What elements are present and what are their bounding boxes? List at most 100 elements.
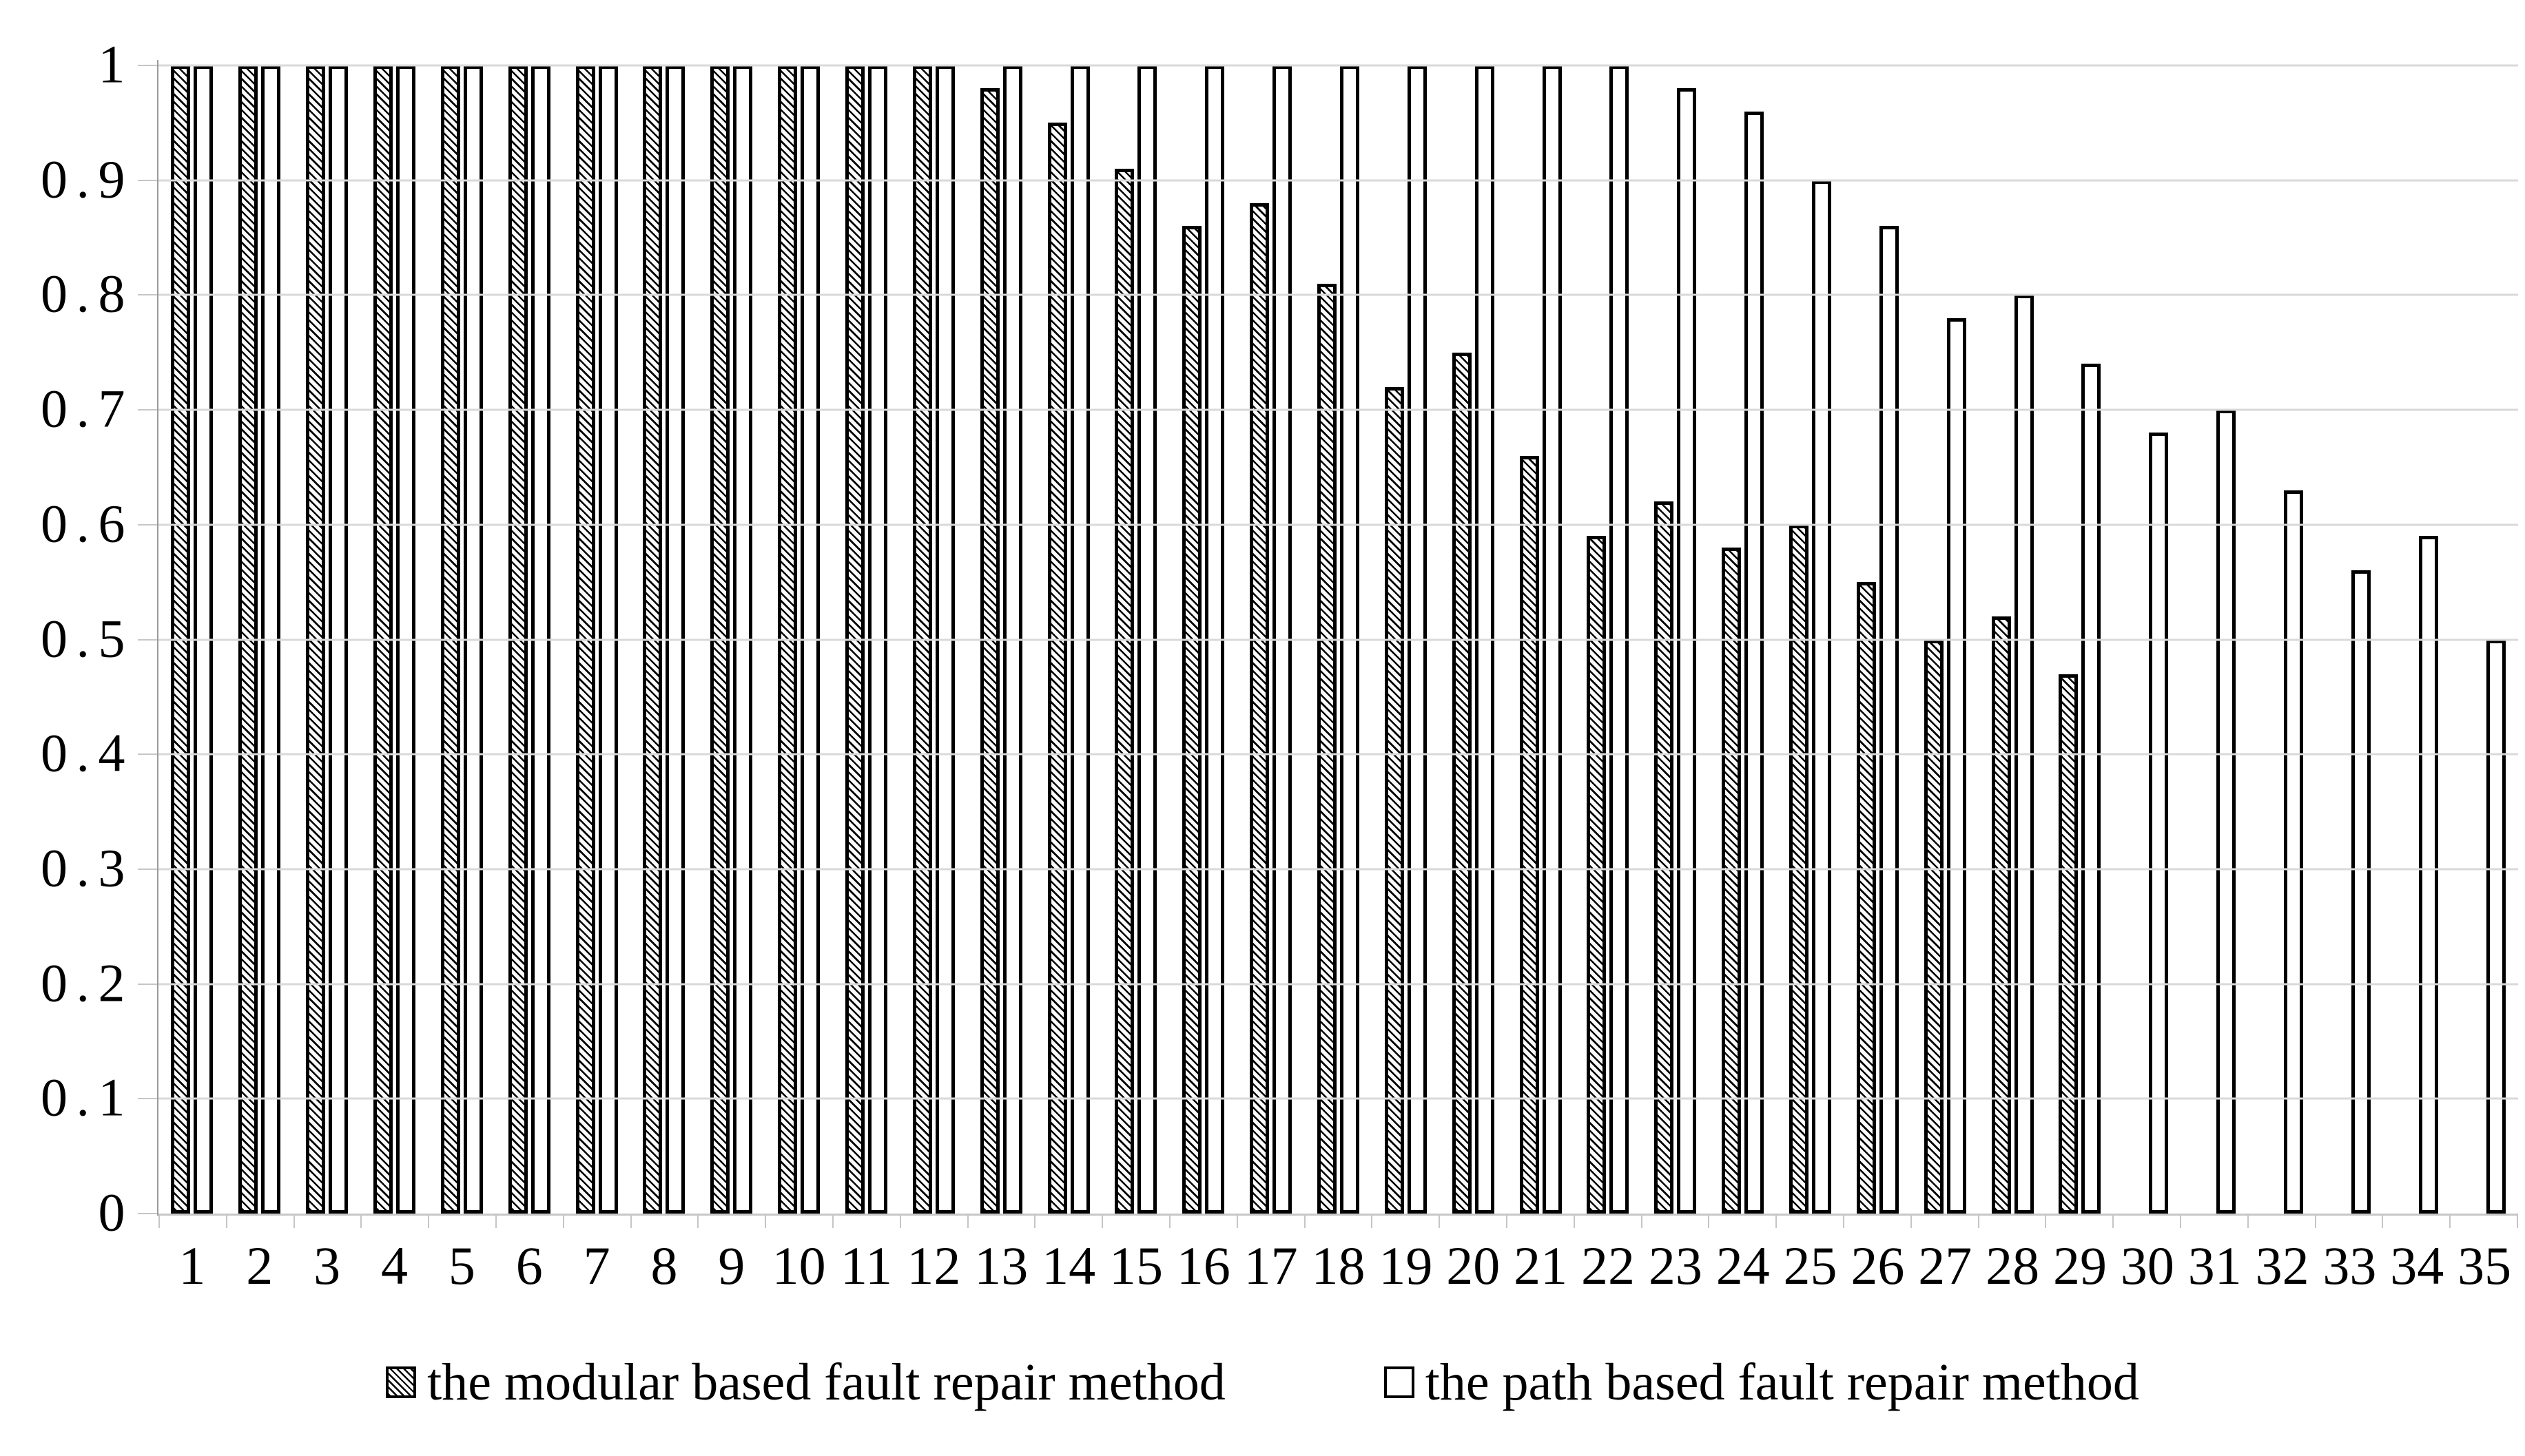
gridline <box>158 408 2518 411</box>
path-bar <box>1677 88 1697 1214</box>
y-axis-tick <box>138 638 157 641</box>
x-tick-label: 22 <box>1580 1236 1635 1296</box>
x-axis-tick <box>697 1216 765 1228</box>
path-bar <box>2081 364 2101 1214</box>
x-axis-tick <box>630 1216 698 1228</box>
x-tick-label: 34 <box>2390 1236 2444 1296</box>
x-tick-label: 9 <box>718 1236 745 1296</box>
y-tick-label: 0.3 <box>41 838 134 898</box>
y-axis-tick <box>138 1098 157 1100</box>
modular-series-swatch-icon <box>386 1366 417 1398</box>
x-axis-tick <box>1034 1216 1102 1228</box>
gridline <box>158 523 2518 526</box>
x-axis-tick <box>225 1216 293 1228</box>
x-axis-tick <box>2112 1216 2180 1228</box>
x-axis-tick <box>1102 1216 1169 1228</box>
x-tick-label: 5 <box>448 1236 475 1296</box>
x-axis-tick <box>1168 1216 1237 1228</box>
bar-pair <box>1911 65 1979 1214</box>
path-bar <box>2486 639 2506 1214</box>
y-tick-label: 0.2 <box>41 953 134 1013</box>
x-tick-label: 7 <box>583 1236 610 1296</box>
path-bar <box>2149 433 2169 1214</box>
x-axis-labels: 1 2 3 4 5 6 7 8 9 10 11 12 13 14 15 16 17 18 19 20 21 22 23 24 2… <box>158 1236 2518 1296</box>
x-axis-tick <box>158 1216 226 1228</box>
y-axis-tick <box>138 294 157 296</box>
path-bar <box>2418 536 2438 1214</box>
x-tick-label: 3 <box>313 1236 341 1296</box>
x-tick-label: 32 <box>2255 1236 2309 1296</box>
modular-bar <box>1047 123 1067 1214</box>
modular-bar <box>980 88 1000 1214</box>
x-axis-ticks <box>158 1216 2518 1228</box>
x-axis-tick <box>1439 1216 1506 1228</box>
modular-bar <box>1317 283 1337 1214</box>
legend-label-modular: the modular based fault repair method <box>427 1353 1226 1411</box>
path-bar <box>1812 180 1832 1214</box>
y-tick-label: 1 <box>98 34 134 94</box>
modular-bar <box>1182 226 1202 1214</box>
modular-bar <box>1722 548 1742 1214</box>
gridline <box>158 753 2518 756</box>
path-bar <box>2351 570 2371 1214</box>
gridline <box>158 179 2518 182</box>
y-tick-label: 0.8 <box>41 263 134 324</box>
x-tick-label: 28 <box>1986 1236 2040 1296</box>
bar-pair <box>2249 65 2316 1214</box>
legend-label-path: the path based fault repair method <box>1425 1353 2139 1411</box>
x-axis-tick <box>832 1216 900 1228</box>
y-axis-line <box>157 60 158 1216</box>
bar-pair <box>1844 65 1911 1214</box>
modular-bar <box>1991 616 2011 1214</box>
x-axis-tick <box>2314 1216 2382 1228</box>
x-tick-label: 13 <box>974 1236 1029 1296</box>
x-axis-tick <box>1842 1216 1910 1228</box>
x-axis-tick <box>1573 1216 1641 1228</box>
bar-pair <box>2181 65 2249 1214</box>
x-axis-tick <box>1977 1216 2045 1228</box>
x-axis-tick <box>1910 1216 1978 1228</box>
x-axis-tick <box>1708 1216 1775 1228</box>
x-tick-label: 4 <box>381 1236 408 1296</box>
x-axis-tick <box>360 1216 428 1228</box>
bar-pair <box>2451 65 2518 1214</box>
x-tick-label: 33 <box>2322 1236 2377 1296</box>
x-axis-tick <box>1371 1216 1439 1228</box>
modular-bar <box>1250 203 1270 1214</box>
y-axis-tick <box>138 1213 157 1214</box>
gridline <box>158 983 2518 986</box>
modular-bar <box>1384 386 1404 1214</box>
modular-bar <box>1519 455 1539 1214</box>
legend-item-path: the path based fault repair method <box>1383 1353 2139 1411</box>
x-tick-label: 21 <box>1514 1236 1568 1296</box>
y-tick-label: 0.9 <box>41 149 134 209</box>
bar-pair <box>2046 65 2114 1214</box>
x-axis-tick <box>1303 1216 1372 1228</box>
x-axis-tick <box>2247 1216 2315 1228</box>
y-tick-label: 0.4 <box>41 722 134 783</box>
path-bar <box>1744 111 1764 1214</box>
bar-pair <box>2316 65 2384 1214</box>
x-axis-tick <box>2449 1216 2517 1228</box>
plot-area: 1 2 3 4 5 6 7 8 9 10 11 12 13 14 15 16 17 18 19 20 21 22 23 24 2… <box>41 37 2518 1295</box>
x-tick-label: 24 <box>1715 1236 1770 1296</box>
legend: the modular based fault repair method th… <box>0 1344 2525 1420</box>
y-axis-tick <box>138 523 157 526</box>
gridline <box>158 638 2518 641</box>
x-tick-label: 29 <box>2052 1236 2107 1296</box>
x-tick-label: 8 <box>650 1236 678 1296</box>
x-tick-label: 12 <box>907 1236 961 1296</box>
path-bar <box>2284 490 2304 1214</box>
path-bar <box>1946 318 1966 1214</box>
legend-item-modular: the modular based fault repair method <box>386 1356 1226 1408</box>
x-axis-tick <box>428 1216 495 1228</box>
y-axis-tick <box>138 409 157 411</box>
y-axis-tick <box>138 65 157 66</box>
x-tick-label: 30 <box>2120 1236 2174 1296</box>
gridline <box>158 1097 2518 1100</box>
x-axis-tick <box>293 1216 361 1228</box>
modular-bar <box>1856 582 1876 1214</box>
x-tick-label: 35 <box>2457 1236 2512 1296</box>
x-tick-label: 31 <box>2187 1236 2242 1296</box>
